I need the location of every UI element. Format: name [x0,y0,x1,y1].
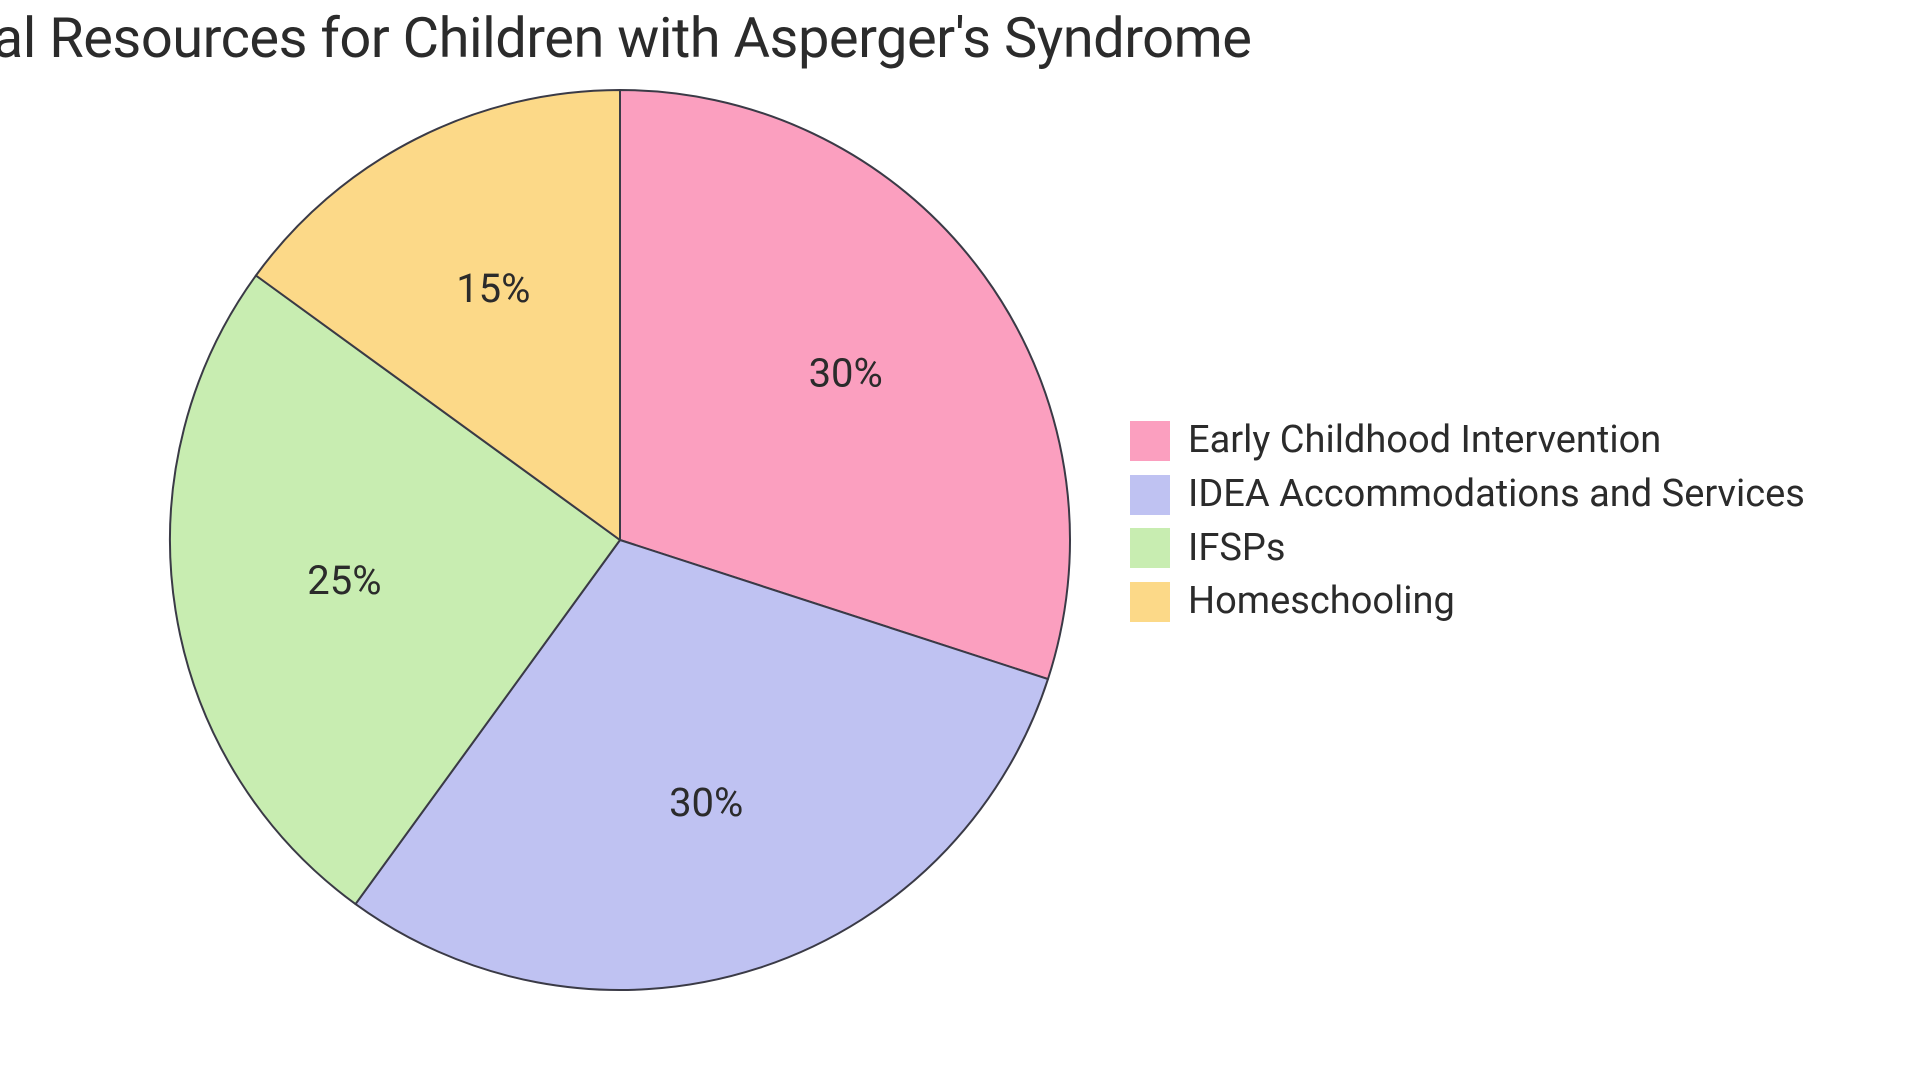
legend: Early Childhood Intervention IDEA Accommo… [1130,420,1805,623]
legend-label: Homeschooling [1188,581,1455,623]
legend-item: IDEA Accommodations and Services [1130,474,1805,516]
legend-label: Early Childhood Intervention [1188,420,1661,462]
legend-label: IDEA Accommodations and Services [1188,474,1805,516]
pie-slice-label: 30% [669,779,743,826]
legend-swatch [1130,528,1170,568]
pie-slice-label: 25% [307,557,381,604]
chart-title: ational Resources for Children with Aspe… [0,5,1251,71]
pie-slice-label: 15% [456,265,530,312]
legend-label: IFSPs [1188,528,1286,570]
legend-swatch [1130,421,1170,461]
legend-item: Early Childhood Intervention [1130,420,1805,462]
legend-swatch [1130,475,1170,515]
legend-swatch [1130,582,1170,622]
legend-item: IFSPs [1130,528,1805,570]
legend-item: Homeschooling [1130,581,1805,623]
pie-slice-label: 30% [809,350,883,397]
pie-chart-svg: 30% 30% 25% 15% [160,80,1080,1000]
pie-chart: 30% 30% 25% 15% [160,80,1080,1004]
